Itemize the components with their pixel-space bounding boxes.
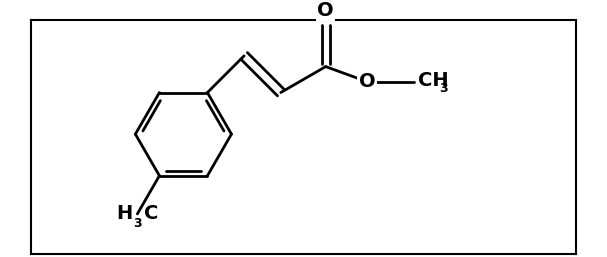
- Text: H: H: [117, 204, 133, 223]
- Text: O: O: [317, 2, 334, 21]
- Text: 3: 3: [134, 217, 142, 230]
- Text: O: O: [359, 72, 375, 91]
- Text: 3: 3: [439, 82, 447, 95]
- Text: C: C: [144, 204, 158, 223]
- Text: CH: CH: [418, 71, 449, 89]
